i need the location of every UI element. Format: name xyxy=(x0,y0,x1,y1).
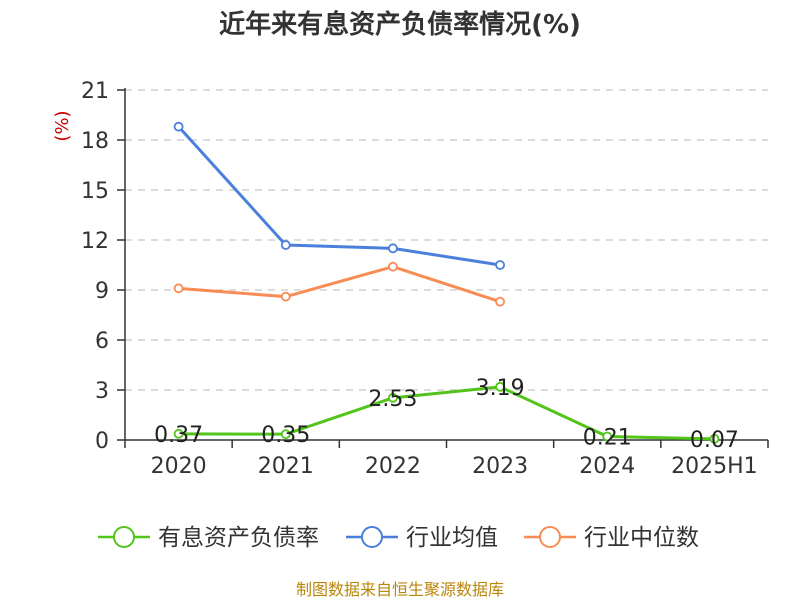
data-label: 0.37 xyxy=(154,423,203,448)
y-axis-unit-label: (%) xyxy=(52,110,73,141)
x-tick-label: 2025H1 xyxy=(671,454,758,479)
y-tick-label: 6 xyxy=(95,329,109,354)
legend-label: 有息资产负债率 xyxy=(158,525,319,551)
data-label: 0.35 xyxy=(261,423,310,448)
y-tick-label: 12 xyxy=(81,229,109,254)
x-tick-label: 2024 xyxy=(579,454,635,479)
legend-label: 行业中位数 xyxy=(584,525,699,551)
y-tick-label: 15 xyxy=(81,179,109,204)
y-tick-label: 21 xyxy=(81,79,109,104)
y-tick-label: 3 xyxy=(95,379,109,404)
data-point xyxy=(388,392,398,403)
data-point xyxy=(495,296,505,307)
data-label: 0.07 xyxy=(690,428,739,453)
chart-title: 近年来有息资产负债率情况(%) xyxy=(219,9,581,40)
data-point xyxy=(173,428,184,439)
x-tick-label: 2022 xyxy=(365,454,421,479)
series-line xyxy=(178,385,715,441)
legend-marker xyxy=(113,526,135,548)
x-tick-label: 2020 xyxy=(151,454,207,479)
data-point xyxy=(709,433,720,444)
x-tick-label: 2021 xyxy=(258,454,314,479)
data-point xyxy=(495,381,505,392)
legend-marker xyxy=(539,526,561,548)
x-tick-label: 2023 xyxy=(472,454,528,479)
data-point xyxy=(280,240,291,250)
data-point xyxy=(602,431,613,442)
data-point xyxy=(173,283,184,294)
series-layer: 0.37 0.35 2.53 3.19 0.21 0.07 xyxy=(154,121,739,453)
axes: 0 3 6 9 12 15 18 21 2020 2021 2022 2023 2024 2025H1 xyxy=(81,79,769,479)
data-point xyxy=(388,243,398,254)
data-point xyxy=(388,261,398,272)
legend: 有息资产负债率 行业均值 行业中位数 xyxy=(98,525,699,551)
y-tick-label: 18 xyxy=(81,129,109,154)
gridlines xyxy=(125,89,768,391)
data-point xyxy=(173,121,184,132)
y-tick-label: 9 xyxy=(95,279,109,304)
data-label: 2.53 xyxy=(368,387,417,412)
data-point xyxy=(280,291,291,302)
data-label: 0.21 xyxy=(583,426,632,451)
legend-marker xyxy=(361,526,383,548)
legend-label: 行业均值 xyxy=(406,525,498,551)
series-line xyxy=(177,125,501,267)
y-tick-label: 0 xyxy=(95,429,109,454)
data-label: 3.19 xyxy=(476,376,525,401)
source-note: 制图数据来自恒生聚源数据库 xyxy=(296,580,504,599)
data-point xyxy=(280,429,291,440)
series-line xyxy=(178,265,501,304)
data-point xyxy=(495,260,505,270)
